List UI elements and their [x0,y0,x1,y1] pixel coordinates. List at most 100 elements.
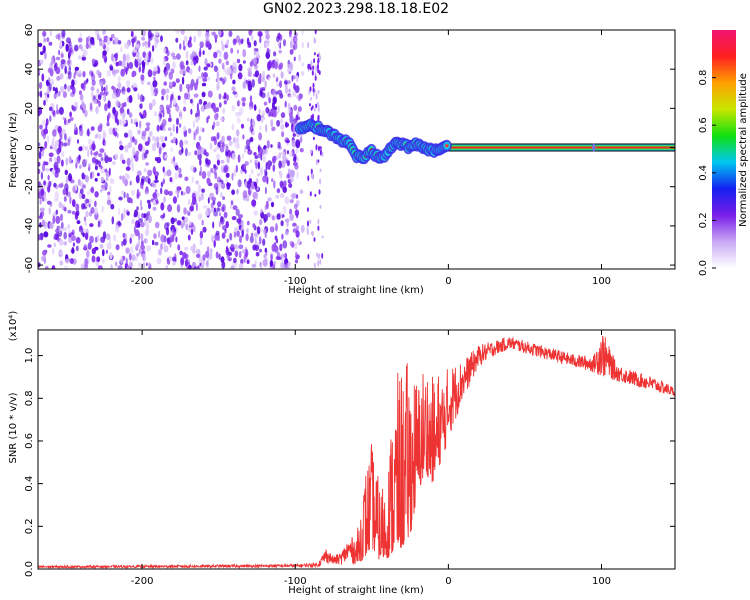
noise-blob [58,145,62,153]
noise-blob [155,136,160,142]
noise-blob [120,47,123,53]
noise-blob [84,264,89,269]
noise-blob [75,203,80,212]
noise-blob [121,241,124,247]
noise-blob [111,216,115,225]
noise-blob [89,223,94,228]
noise-blob [183,106,187,112]
noise-blob [285,121,288,128]
noise-blob [163,57,166,66]
noise-blob [163,170,168,177]
noise-blob [143,168,147,173]
noise-blob [321,252,324,259]
noise-blob [184,147,188,157]
noise-blob [232,38,237,46]
noise-blob [48,106,53,112]
noise-blob [204,58,208,66]
noise-blob [225,145,229,153]
noise-blob [165,264,169,269]
noise-blob [250,168,254,175]
noise-blob [155,31,159,36]
noise-blob [117,220,121,226]
noise-blob [104,152,107,158]
noise-blob [153,76,156,82]
noise-blob [254,70,259,78]
noise-blob [58,201,63,209]
noise-blob [232,79,236,85]
noise-blob [123,111,126,118]
noise-blob [284,100,287,108]
noise-blob [280,220,284,227]
noise-blob [195,180,199,185]
noise-blob [105,249,108,254]
noise-blob [162,166,165,173]
noise-blob [233,136,236,144]
noise-blob [299,189,304,194]
noise-blob [51,141,54,148]
noise-blob [190,98,193,104]
noise-blob [312,113,314,120]
noise-blob [94,200,97,207]
noise-blob [117,76,121,83]
noise-blob [211,207,215,213]
noise-blob [90,150,93,156]
y-tick-label: 20 [24,102,35,115]
noise-blob [153,111,158,117]
noise-blob [199,158,202,166]
noise-blob [283,180,287,188]
noise-blob [102,50,107,56]
noise-blob [240,169,244,175]
noise-blob [146,245,152,252]
noise-blob [199,230,204,239]
noise-blob [145,238,149,244]
noise-blob [237,179,242,188]
noise-blob [182,252,187,259]
noise-blob [265,107,270,114]
noise-blob [279,80,283,88]
noise-blob [75,237,81,244]
noise-blob [55,56,61,61]
noise-blob [267,197,272,202]
noise-blob [164,154,168,159]
noise-blob [235,164,238,173]
noise-blob [198,135,202,142]
noise-blob [246,37,250,46]
noise-blob [258,219,263,226]
noise-blob [108,127,113,135]
noise-blob [142,51,146,58]
noise-blob [185,186,191,194]
noise-blob [247,145,251,152]
noise-blob [226,39,229,45]
noise-blob [310,97,313,101]
noise-blob [293,82,296,90]
noise-blob [48,77,51,83]
noise-blob [39,199,42,205]
x-tick-label: 100 [592,576,611,587]
noise-blob [271,126,276,132]
noise-blob [91,58,96,65]
noise-blob [99,91,104,96]
noise-blob [115,69,120,74]
noise-blob [134,138,138,145]
noise-blob [131,147,136,156]
noise-blob [53,147,57,152]
noise-blob [311,230,314,237]
noise-blob [129,180,132,186]
noise-blob [105,84,108,92]
noise-blob [90,186,95,194]
noise-blob [242,81,247,89]
noise-blob [99,244,104,249]
noise-blob [205,103,210,109]
noise-blob [228,140,233,146]
noise-blob [271,178,274,183]
noise-blob [187,198,191,206]
noise-blob [126,79,131,88]
noise-blob [44,197,47,202]
noise-blob [284,87,289,94]
noise-blob [199,238,203,246]
noise-blob [214,113,219,121]
noise-blob [131,254,136,262]
noise-blob [147,136,151,144]
noise-blob [96,69,100,76]
noise-blob [148,262,151,268]
